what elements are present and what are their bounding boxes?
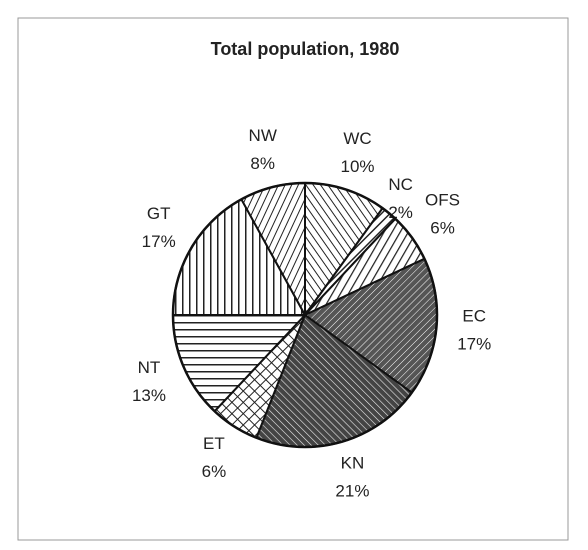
slice-label: ET bbox=[203, 434, 225, 453]
slice-value-label: 6% bbox=[430, 219, 455, 238]
slice-value-label: 17% bbox=[457, 334, 491, 353]
pie-outline bbox=[171, 181, 439, 449]
slice-label: EC bbox=[462, 306, 486, 325]
slice-value-label: 2% bbox=[388, 203, 413, 222]
frame bbox=[17, 17, 569, 541]
slice-label: KN bbox=[341, 454, 365, 473]
chart-title: Total population, 1980 bbox=[211, 39, 400, 59]
slice-label: OFS bbox=[425, 191, 460, 210]
slice-value-label: 6% bbox=[202, 462, 227, 481]
slice-value-label: 10% bbox=[341, 157, 375, 176]
slice-label: GT bbox=[147, 204, 171, 223]
slice-label: WC bbox=[343, 129, 371, 148]
slice-value-label: 8% bbox=[250, 154, 275, 173]
slice-value-label: 13% bbox=[132, 386, 166, 405]
slice-value-label: 21% bbox=[335, 482, 369, 501]
slice-value-label: 17% bbox=[142, 232, 176, 251]
slice-label: NC bbox=[388, 175, 413, 194]
slice-label: NT bbox=[138, 358, 161, 377]
slice-label: NW bbox=[249, 126, 277, 145]
